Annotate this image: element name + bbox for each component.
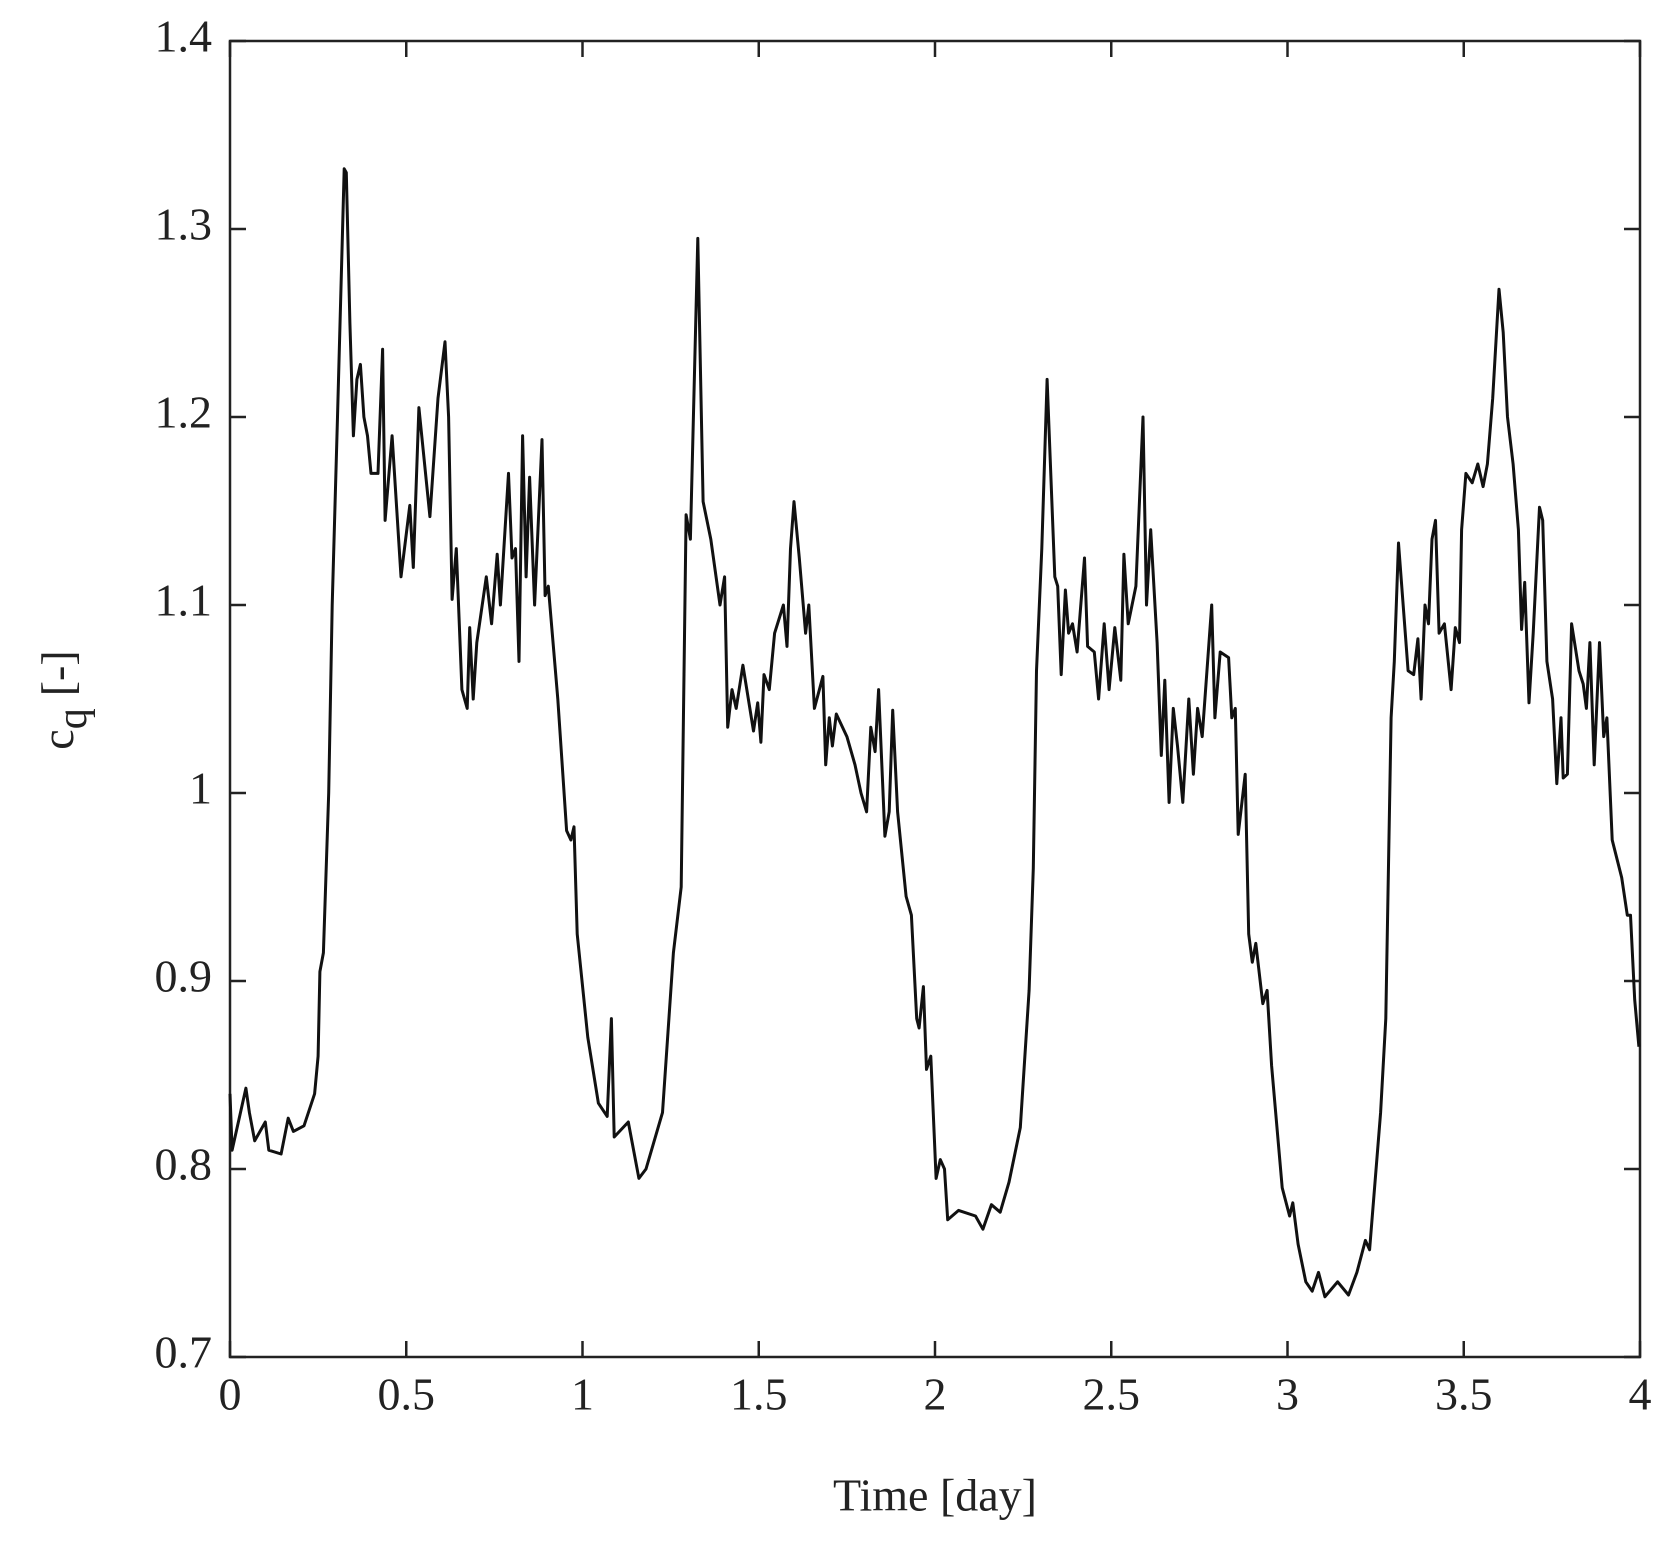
y-axis-label: cq [-] — [32, 650, 96, 749]
y-tick-label: 0.8 — [155, 1139, 213, 1190]
x-tick-label: 1.5 — [730, 1369, 788, 1420]
x-tick-label: 0 — [219, 1369, 242, 1420]
y-tick-label: 1.2 — [155, 387, 213, 438]
y-tick-label: 1.1 — [155, 575, 213, 626]
y-tick-label: 1.4 — [155, 11, 213, 62]
x-tick-label: 0.5 — [378, 1369, 436, 1420]
x-tick-label: 1 — [571, 1369, 594, 1420]
x-tick-label: 2 — [924, 1369, 947, 1420]
x-tick-label: 3.5 — [1435, 1369, 1493, 1420]
x-tick-label: 4 — [1629, 1369, 1652, 1420]
y-axis-label-main: c — [32, 729, 83, 749]
x-axis-label: Time [day] — [833, 1470, 1037, 1521]
y-axis-label-unit: [-] — [32, 650, 83, 696]
x-tick-label: 3 — [1276, 1369, 1299, 1420]
y-tick-label: 1.3 — [155, 199, 213, 250]
y-tick-label: 0.7 — [155, 1327, 213, 1378]
y-tick-label: 0.9 — [155, 951, 213, 1002]
x-tick-label: 2.5 — [1083, 1369, 1141, 1420]
y-axis-label-subscript: q — [50, 708, 96, 729]
data-line — [228, 167, 1641, 1299]
y-tick-label: 1 — [189, 763, 212, 814]
